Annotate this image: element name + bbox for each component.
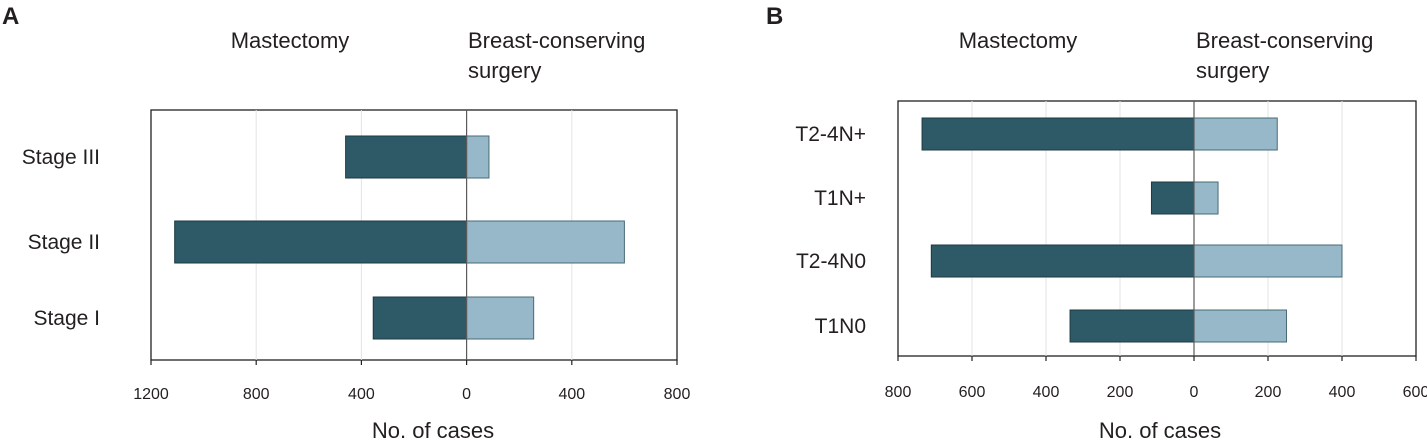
category-label-a-0: Stage III [22, 146, 100, 169]
heading-bcs-b: Breast-conserving surgery [1196, 28, 1379, 83]
tick-label-b-2: 400 [1033, 384, 1060, 401]
tick-label-a-4: 400 [558, 386, 585, 403]
bar-mastectomy-a-1 [174, 220, 468, 264]
category-label-b-3: T1N0 [815, 315, 866, 338]
plot-frame-a [150, 109, 678, 361]
category-label-b-1: T1N+ [814, 187, 866, 210]
heading-bcs-a: Breast-conserving surgery [468, 28, 651, 83]
tick-label-a-5: 800 [664, 386, 691, 403]
bar-mastectomy-b-1 [1150, 181, 1195, 215]
bar-bcs-a-2 [466, 296, 535, 340]
plot-frame-b [897, 100, 1417, 357]
tick-label-b-5: 200 [1255, 384, 1282, 401]
tick-label-b-1: 600 [959, 384, 986, 401]
tick-label-a-2: 400 [348, 386, 375, 403]
bar-bcs-b-0 [1193, 117, 1278, 151]
bar-bcs-b-1 [1193, 181, 1219, 215]
bar-bcs-b-2 [1193, 244, 1343, 278]
tick-label-b-7: 600 [1403, 384, 1427, 401]
heading-mastectomy-a: Mastectomy [231, 28, 350, 53]
bar-mastectomy-a-2 [372, 296, 468, 340]
bar-mastectomy-a-0 [345, 135, 468, 179]
bar-bcs-b-3 [1193, 309, 1287, 343]
bar-mastectomy-b-0 [921, 117, 1195, 151]
tick-label-b-6: 400 [1329, 384, 1356, 401]
panel-label-b: B [766, 3, 783, 30]
bar-bcs-a-1 [466, 220, 625, 264]
category-label-a-1: Stage II [28, 231, 100, 254]
panel-a: A Mastectomy Breast-conserving surgery S… [2, 3, 690, 441]
tick-label-a-1: 800 [243, 386, 270, 403]
tick-label-b-0: 800 [885, 384, 912, 401]
panel-b: B Mastectomy Breast-conserving surgery T… [766, 3, 1427, 441]
category-label-b-2: T2-4N0 [796, 250, 866, 273]
bar-bcs-a-0 [466, 135, 490, 179]
panel-label-a: A [2, 3, 19, 30]
category-label-a-2: Stage I [33, 307, 100, 330]
category-label-b-0: T2-4N+ [795, 123, 866, 146]
x-axis-title-a: No. of cases [372, 418, 494, 441]
tick-label-b-4: 0 [1190, 384, 1199, 401]
heading-mastectomy-b: Mastectomy [959, 28, 1078, 53]
bar-mastectomy-b-3 [1069, 309, 1195, 343]
tick-label-a-0: 1200 [133, 386, 169, 403]
tick-label-a-3: 0 [462, 386, 471, 403]
bar-mastectomy-b-2 [930, 244, 1195, 278]
x-axis-title-b: No. of cases [1099, 418, 1221, 441]
tick-label-b-3: 200 [1107, 384, 1134, 401]
